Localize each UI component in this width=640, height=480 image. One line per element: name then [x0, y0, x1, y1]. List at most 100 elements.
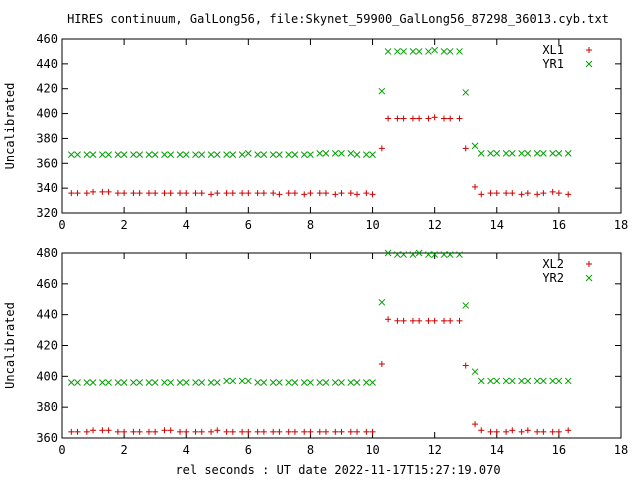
data-point	[533, 377, 541, 385]
data-point	[555, 428, 562, 435]
data-point	[192, 428, 199, 435]
x-tick-label: 16	[552, 443, 566, 457]
data-point	[440, 115, 447, 122]
data-point	[223, 428, 230, 435]
data-point	[378, 361, 385, 367]
data-point	[409, 317, 416, 324]
data-point	[354, 428, 361, 435]
data-point	[121, 428, 128, 435]
data-point	[409, 115, 416, 122]
data-point	[285, 428, 292, 435]
data-point	[378, 87, 386, 95]
x-tick-label: 6	[245, 443, 252, 457]
data-point	[198, 151, 206, 158]
data-point	[477, 149, 485, 157]
data-point	[416, 115, 423, 122]
data-point	[425, 317, 432, 324]
data-point	[409, 48, 417, 55]
y-axis-label: Uncalibrated	[3, 302, 17, 389]
data-point	[456, 115, 463, 122]
data-point	[145, 428, 152, 435]
data-point	[121, 190, 128, 197]
data-point	[456, 251, 463, 258]
data-point	[192, 151, 199, 158]
data-point	[223, 377, 230, 385]
data-point	[161, 427, 168, 434]
data-point	[198, 379, 206, 386]
data-point	[244, 377, 252, 385]
y-tick-label: 320	[36, 206, 58, 220]
data-point	[524, 149, 532, 157]
data-point	[322, 379, 330, 386]
data-point	[83, 151, 91, 158]
x-tick-label: 16	[552, 218, 566, 232]
data-point	[254, 190, 261, 197]
data-point	[145, 379, 153, 386]
data-point	[462, 89, 470, 96]
data-point	[291, 379, 299, 386]
data-point	[260, 151, 268, 158]
data-point	[74, 428, 81, 435]
data-point	[353, 379, 361, 386]
data-point	[316, 190, 323, 197]
data-point	[385, 115, 392, 122]
data-point	[214, 427, 221, 434]
x-tick-label: 10	[365, 218, 379, 232]
data-point	[74, 379, 81, 386]
data-point	[99, 188, 106, 195]
data-point	[503, 428, 510, 435]
data-point	[136, 190, 143, 197]
y-tick-label: 340	[36, 181, 58, 195]
data-point	[245, 190, 252, 197]
data-point	[229, 428, 236, 435]
data-point	[534, 191, 541, 198]
y-tick-label: 460	[36, 32, 58, 46]
y-axis-label: Uncalibrated	[3, 83, 17, 170]
y-tick-label: 400	[36, 107, 58, 121]
data-point	[316, 379, 324, 386]
x-tick-label: 4	[183, 218, 190, 232]
data-point	[229, 377, 237, 385]
y-tick-label: 420	[36, 82, 58, 96]
data-point	[508, 149, 516, 157]
data-point	[136, 428, 143, 435]
data-point	[276, 151, 283, 158]
data-point	[83, 428, 90, 435]
data-point	[114, 151, 122, 158]
data-point	[549, 188, 556, 195]
data-point	[394, 115, 401, 122]
series-XL2	[68, 316, 572, 435]
data-point	[415, 48, 423, 55]
data-point	[276, 191, 283, 198]
data-point	[177, 428, 184, 435]
data-point	[167, 379, 175, 386]
data-point	[462, 145, 469, 152]
data-point	[130, 190, 137, 197]
data-point	[472, 421, 479, 428]
data-point	[431, 251, 439, 258]
data-point	[509, 190, 516, 197]
data-point	[509, 427, 516, 434]
data-point	[307, 379, 314, 386]
x-tick-label: 6	[245, 218, 252, 232]
data-point	[533, 149, 541, 157]
y-tick-label: 380	[36, 131, 58, 145]
plot-frame	[61, 252, 622, 439]
legend-label: YR2	[542, 271, 564, 285]
data-point	[362, 379, 370, 386]
data-point	[300, 151, 308, 158]
data-point	[524, 427, 531, 434]
data-point	[301, 428, 308, 435]
data-point	[151, 151, 159, 158]
data-point	[136, 379, 143, 386]
data-point	[307, 428, 314, 435]
data-point	[145, 151, 153, 158]
data-point	[198, 428, 205, 435]
y-tick-label: 480	[36, 246, 58, 260]
data-point	[384, 48, 392, 55]
data-point	[270, 190, 277, 197]
data-point	[192, 190, 199, 197]
x-tick-label: 8	[307, 218, 314, 232]
x-tick-label: 14	[490, 443, 504, 457]
data-point	[555, 149, 563, 157]
